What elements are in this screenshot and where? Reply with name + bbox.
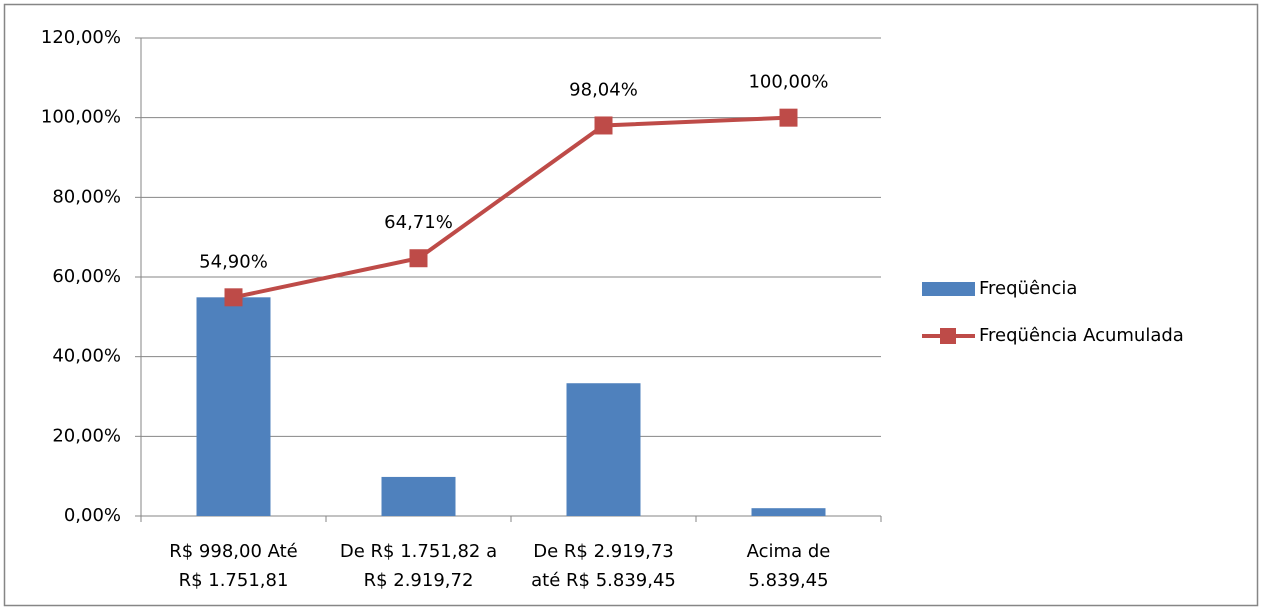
marker — [779, 108, 798, 127]
y-tick-label: 40,00% — [52, 346, 121, 367]
legend-label: Freqüência Acumulada — [979, 325, 1184, 346]
x-tick-label: De R$ 1.751,82 a R$ 2.919,72 — [340, 541, 497, 591]
y-tick-label: 20,00% — [52, 425, 121, 446]
y-tick-label: 100,00% — [41, 107, 121, 128]
data-label: 98,04% — [569, 79, 638, 100]
legend-label: Freqüência — [979, 278, 1077, 299]
x-tick-label: R$ 998,00 Até R$ 1.751,81 — [169, 541, 298, 591]
x-tick-label: De R$ 2.919,73 até R$ 5.839,45 — [531, 541, 676, 591]
y-tick-label: 0,00% — [64, 505, 121, 526]
bar — [381, 476, 456, 516]
x-tick-label: Acima de 5.839,45 — [747, 541, 831, 591]
bar — [196, 297, 271, 516]
data-label: 100,00% — [748, 72, 828, 93]
y-tick-label: 120,00% — [41, 27, 121, 48]
bar — [566, 383, 641, 516]
bar — [751, 508, 826, 516]
y-tick-label: 60,00% — [52, 266, 121, 287]
marker — [594, 116, 613, 135]
marker — [409, 249, 428, 268]
line — [233, 115, 789, 300]
legend-swatch — [922, 282, 975, 296]
data-label: 64,71% — [384, 212, 453, 233]
data-label: 54,90% — [199, 251, 268, 272]
y-tick-label: 80,00% — [52, 186, 121, 207]
marker — [224, 288, 243, 307]
legend-swatch — [940, 328, 956, 344]
